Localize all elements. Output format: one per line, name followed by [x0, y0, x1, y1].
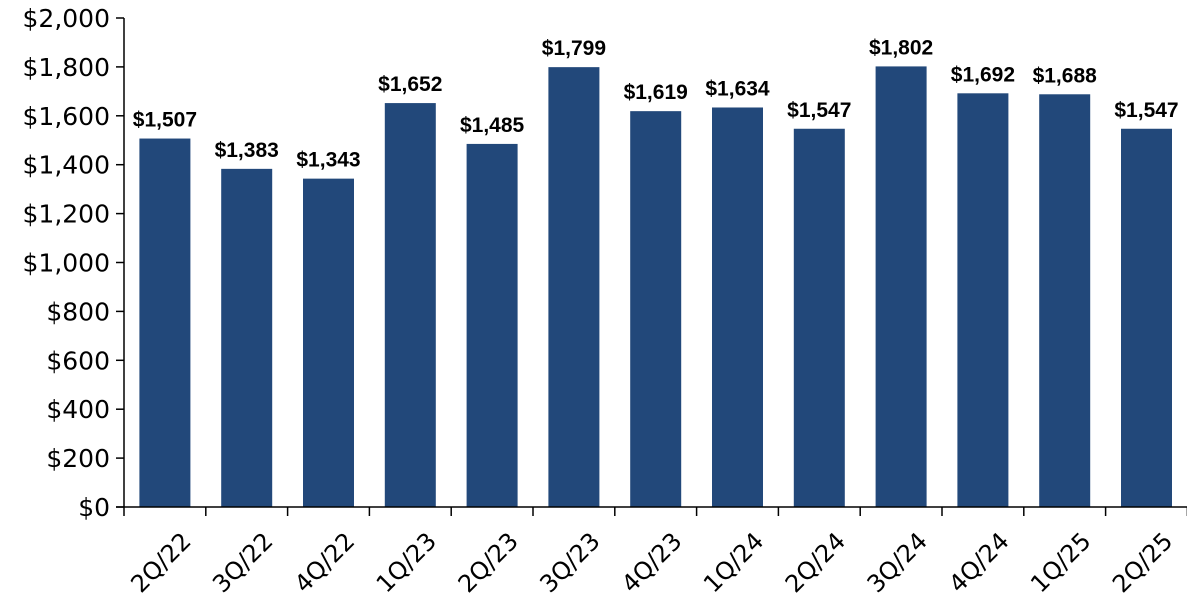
y-tick-label: $600 — [46, 346, 110, 375]
x-tick-label: 2Q/25 — [1107, 527, 1178, 598]
bar-2Q/24 — [793, 128, 845, 508]
x-tick-label: 3Q/23 — [534, 527, 605, 598]
x-tick-label: 4Q/23 — [616, 527, 687, 598]
data-label: $1,547 — [1114, 99, 1178, 122]
x-tick-label: 2Q/22 — [125, 527, 196, 598]
x-tick-label: 1Q/23 — [371, 527, 442, 598]
y-tick-label: $1,800 — [23, 53, 110, 82]
bar-3Q/22 — [221, 168, 273, 507]
data-label: $1,799 — [542, 37, 606, 60]
x-tick-label: 3Q/24 — [862, 527, 933, 598]
y-tick-label: $400 — [46, 395, 110, 424]
bar-1Q/23 — [384, 103, 436, 507]
y-tick-label: $1,400 — [23, 151, 110, 180]
x-tick-label: 2Q/23 — [453, 527, 524, 598]
data-label: $1,485 — [460, 114, 525, 137]
x-tick-label: 4Q/24 — [943, 527, 1014, 598]
bar-1Q/24 — [712, 107, 763, 507]
data-label: $1,383 — [215, 139, 279, 162]
data-label: $1,343 — [296, 149, 360, 172]
data-label: $1,652 — [378, 73, 442, 96]
y-tick-label: $1,600 — [23, 102, 110, 131]
data-label: $1,507 — [133, 109, 197, 132]
x-tick-label: 3Q/22 — [207, 527, 278, 598]
x-tick-label: 1Q/25 — [1025, 527, 1096, 598]
bar-4Q/24 — [957, 93, 1009, 507]
x-tick-label: 2Q/24 — [780, 527, 851, 598]
x-tick-label: 1Q/24 — [698, 527, 769, 598]
data-label: $1,688 — [1033, 64, 1098, 87]
y-tick-label: $200 — [46, 444, 110, 473]
bar-4Q/23 — [630, 111, 682, 507]
bar-2Q/25 — [1121, 128, 1172, 508]
data-label: $1,802 — [869, 36, 933, 59]
y-tick-label: $1,000 — [23, 249, 110, 278]
data-label: $1,692 — [951, 63, 1015, 86]
bar-1Q/25 — [1039, 94, 1091, 507]
bar-3Q/24 — [875, 66, 927, 507]
data-label: $1,619 — [624, 81, 688, 104]
y-tick-label: $1,200 — [23, 200, 110, 229]
x-tick-label: 4Q/22 — [289, 527, 360, 598]
y-tick-label: $0 — [78, 493, 110, 522]
bar-2Q/22 — [139, 138, 191, 507]
bar-4Q/22 — [303, 178, 354, 507]
bar-2Q/23 — [466, 143, 518, 508]
data-label: $1,547 — [787, 99, 851, 122]
bar-3Q/23 — [548, 67, 600, 507]
y-tick-label: $800 — [46, 297, 110, 326]
data-label: $1,634 — [705, 77, 770, 100]
y-tick-label: $2,000 — [23, 4, 110, 33]
